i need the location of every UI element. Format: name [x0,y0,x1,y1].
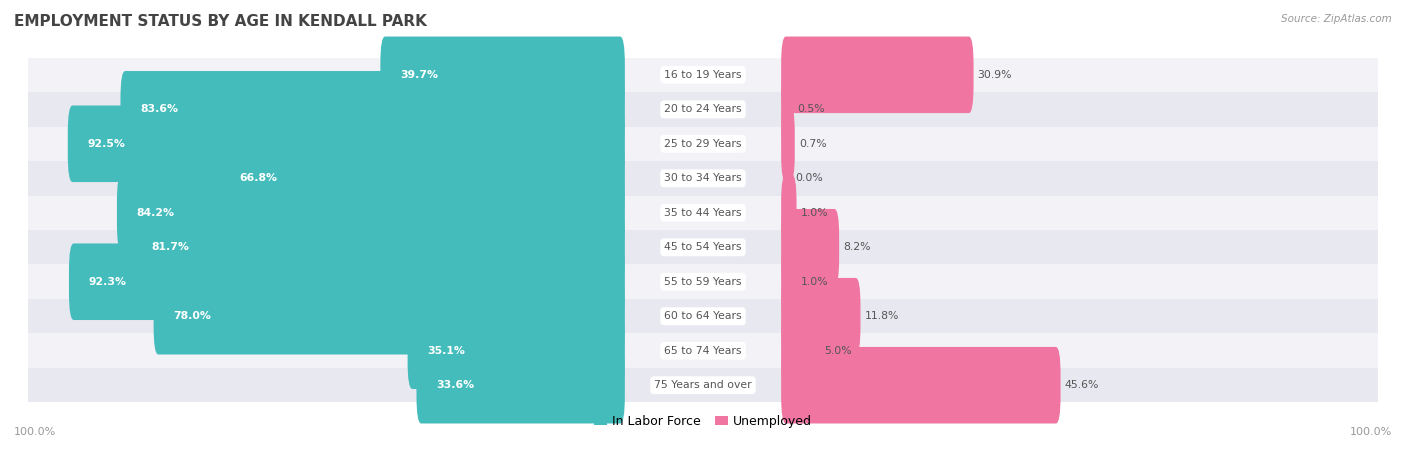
Bar [28,368,1378,402]
Text: 100.0%: 100.0% [1350,428,1392,437]
Text: 75 Years and over: 75 Years and over [654,380,752,390]
FancyBboxPatch shape [69,244,624,320]
FancyBboxPatch shape [782,278,860,354]
Text: 0.5%: 0.5% [797,104,825,114]
Text: 0.0%: 0.0% [794,173,823,183]
Text: 45 to 54 Years: 45 to 54 Years [664,242,742,252]
FancyBboxPatch shape [67,106,624,182]
Text: 92.3%: 92.3% [89,277,127,287]
Text: 5.0%: 5.0% [824,346,852,356]
Text: Source: ZipAtlas.com: Source: ZipAtlas.com [1281,14,1392,23]
Text: 84.2%: 84.2% [136,208,174,218]
FancyBboxPatch shape [782,313,820,389]
Text: 39.7%: 39.7% [399,70,437,80]
Bar [28,196,1378,230]
FancyBboxPatch shape [408,313,624,389]
Text: 35.1%: 35.1% [427,346,465,356]
FancyBboxPatch shape [782,209,839,285]
FancyBboxPatch shape [782,37,973,113]
Bar [28,127,1378,161]
Text: 30.9%: 30.9% [977,70,1012,80]
Text: 1.0%: 1.0% [800,208,828,218]
Text: 92.5%: 92.5% [87,139,125,149]
Text: EMPLOYMENT STATUS BY AGE IN KENDALL PARK: EMPLOYMENT STATUS BY AGE IN KENDALL PARK [14,14,427,28]
FancyBboxPatch shape [219,140,624,216]
FancyBboxPatch shape [782,347,1060,423]
Bar [28,230,1378,264]
Text: 8.2%: 8.2% [844,242,870,252]
Text: 16 to 19 Years: 16 to 19 Years [664,70,742,80]
Bar [28,333,1378,368]
FancyBboxPatch shape [121,71,624,147]
Text: 35 to 44 Years: 35 to 44 Years [664,208,742,218]
FancyBboxPatch shape [782,106,794,182]
FancyBboxPatch shape [132,209,624,285]
Text: 11.8%: 11.8% [865,311,898,321]
Text: 78.0%: 78.0% [173,311,211,321]
Text: 60 to 64 Years: 60 to 64 Years [664,311,742,321]
FancyBboxPatch shape [782,244,797,320]
Bar [28,161,1378,196]
Text: 55 to 59 Years: 55 to 59 Years [664,277,742,287]
Text: 66.8%: 66.8% [239,173,277,183]
Text: 1.0%: 1.0% [800,277,828,287]
Text: 30 to 34 Years: 30 to 34 Years [664,173,742,183]
Bar [28,58,1378,92]
Bar [28,299,1378,333]
Legend: In Labor Force, Unemployed: In Labor Force, Unemployed [595,415,811,428]
Text: 65 to 74 Years: 65 to 74 Years [664,346,742,356]
Bar [28,92,1378,127]
Text: 20 to 24 Years: 20 to 24 Years [664,104,742,114]
Text: 81.7%: 81.7% [152,242,190,252]
FancyBboxPatch shape [117,175,624,251]
Text: 0.7%: 0.7% [799,139,827,149]
Bar [28,264,1378,299]
FancyBboxPatch shape [416,347,624,423]
Text: 100.0%: 100.0% [14,428,56,437]
Text: 45.6%: 45.6% [1064,380,1099,390]
Text: 33.6%: 33.6% [436,380,474,390]
FancyBboxPatch shape [782,71,793,147]
Text: 83.6%: 83.6% [141,104,179,114]
FancyBboxPatch shape [782,175,797,251]
Text: 25 to 29 Years: 25 to 29 Years [664,139,742,149]
FancyBboxPatch shape [381,37,624,113]
FancyBboxPatch shape [153,278,624,354]
